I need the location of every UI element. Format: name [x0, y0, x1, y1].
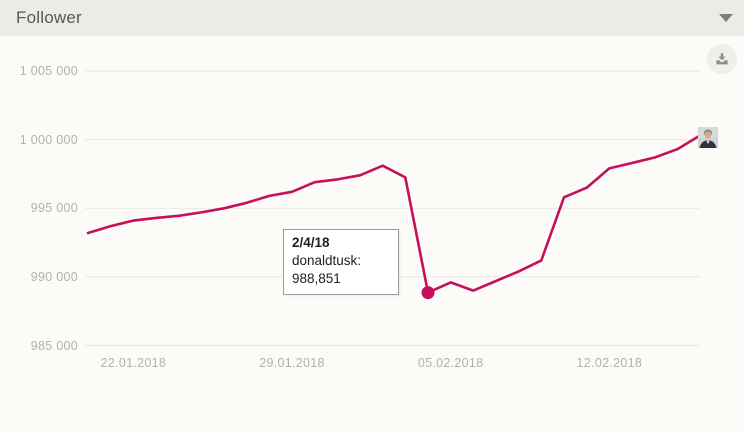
y-axis-tick-label: 1 000 000	[19, 132, 78, 147]
y-axis-tick-label: 1 005 000	[19, 64, 78, 78]
profile-avatar	[698, 127, 718, 148]
y-axis-tick-label: 985 000	[30, 338, 78, 353]
tooltip-value: 988,851	[292, 271, 341, 286]
x-axis-tick-label: 12.02.2018	[576, 356, 643, 370]
x-axis-tick-label: 22.01.2018	[100, 356, 167, 370]
tooltip-date: 2/4/18	[292, 235, 330, 250]
x-axis-tick-label: 29.01.2018	[259, 356, 325, 370]
profile-avatar-image	[698, 127, 718, 148]
widget-title: Follower	[16, 8, 82, 27]
download-button[interactable]	[707, 44, 737, 74]
chart-tooltip: 2/4/18 donaldtusk: 988,851	[283, 229, 399, 295]
tooltip-series: donaldtusk:	[292, 253, 362, 268]
widget-header: Follower	[0, 0, 744, 36]
x-axis-tick-label: 05.02.2018	[417, 356, 484, 370]
collapse-caret-icon[interactable]	[719, 14, 733, 22]
y-axis-tick-label: 990 000	[30, 269, 78, 284]
highlighted-point[interactable]	[421, 286, 435, 300]
y-axis-tick-label: 995 000	[30, 201, 78, 216]
follower-line[interactable]	[86, 134, 702, 294]
download-icon	[716, 53, 728, 65]
